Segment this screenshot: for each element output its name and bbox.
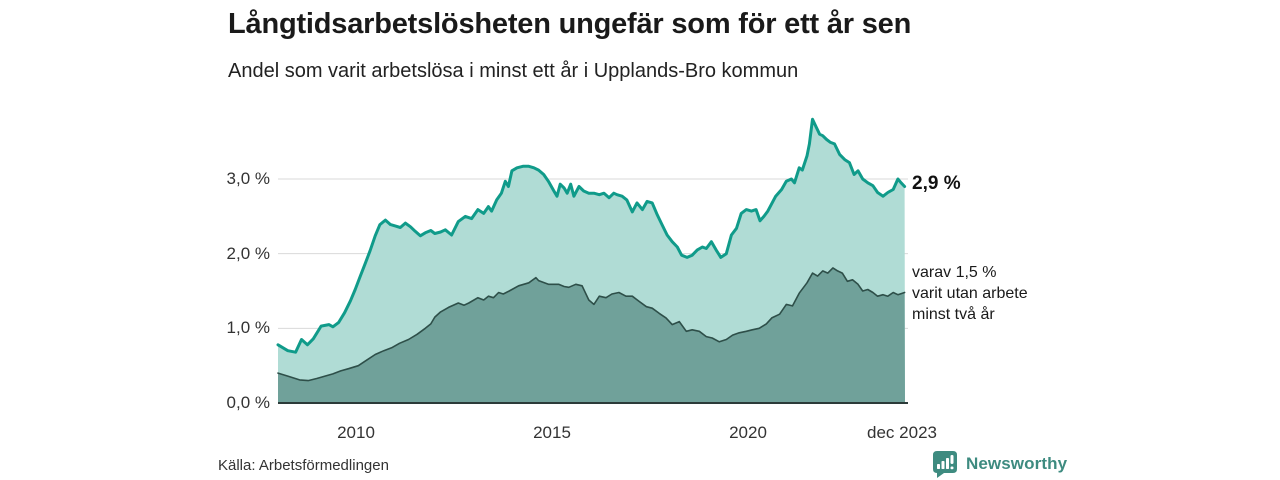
x-axis-tick-label: 2010 — [337, 423, 375, 442]
y-axis-tick-label: 3,0 % — [226, 169, 270, 189]
x-axis-tick-label: 2020 — [729, 423, 767, 442]
source-attribution: Källa: Arbetsförmedlingen — [218, 457, 389, 474]
subset-annotation-line3: minst två år — [912, 306, 995, 323]
subset-annotation-line2: varit utan arbete — [912, 285, 1028, 302]
x-axis-tick-label: 2015 — [533, 423, 571, 442]
y-axis-tick-label: 1,0 % — [226, 318, 270, 338]
y-axis-tick-label: 0,0 % — [226, 393, 270, 412]
latest-value-annotation: 2,9 % — [912, 173, 961, 194]
x-axis-tick-label: dec 2023 — [867, 423, 937, 442]
subset-annotation: varav 1,5 % varit utan arbete minst två … — [912, 262, 1028, 325]
page-title: Långtidsarbetslösheten ungefär som för e… — [228, 8, 912, 40]
subset-annotation-line1: varav 1,5 % — [912, 264, 997, 281]
page-subtitle: Andel som varit arbetslösa i minst ett å… — [228, 60, 799, 82]
newsworthy-wordmark: Newsworthy — [966, 454, 1068, 473]
newsworthy-bubble-chart-icon — [932, 450, 958, 478]
newsworthy-logo: Newsworthy — [932, 450, 1067, 478]
y-axis-tick-label: 2,0 % — [226, 243, 270, 263]
